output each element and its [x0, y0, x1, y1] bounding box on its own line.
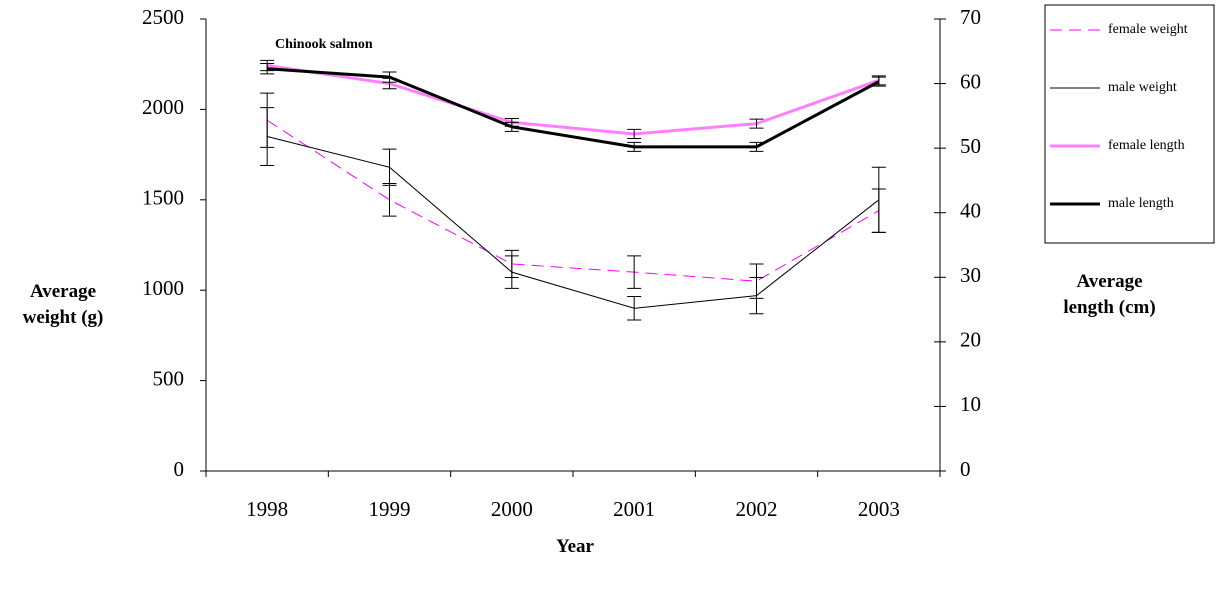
error-bar — [871, 76, 886, 87]
y2-tick-label: 60 — [960, 69, 981, 93]
y2-tick-label: 0 — [960, 457, 971, 481]
error-bar — [871, 166, 886, 233]
legend-label: male weight — [1108, 80, 1177, 95]
x-tick-label: 2003 — [858, 497, 900, 521]
legend-label: female weight — [1108, 22, 1188, 37]
x-tick-label: 1999 — [369, 497, 411, 521]
x-axis-title: Year — [556, 536, 594, 557]
x-tick-label: 1998 — [246, 497, 288, 521]
y-tick-label: 1000 — [142, 276, 184, 300]
y2-axis-title: Average length (cm) — [1063, 271, 1156, 318]
y2-tick-label: 10 — [960, 392, 981, 416]
error-bar — [749, 141, 764, 152]
error-bar — [627, 141, 642, 152]
error-bar — [749, 277, 764, 315]
x-tick-label: 2001 — [613, 497, 655, 521]
series-line — [266, 119, 880, 282]
y-tick-label: 2500 — [142, 5, 184, 29]
y2-tick-label: 40 — [960, 199, 981, 223]
series-line — [267, 136, 880, 309]
x-tick-label: 2000 — [491, 497, 533, 521]
legend-label: female length — [1108, 138, 1185, 153]
error-bar — [260, 63, 275, 75]
error-bar — [627, 255, 642, 289]
error-bar — [382, 148, 397, 186]
error-bar — [627, 128, 642, 139]
error-bar — [382, 183, 397, 217]
error-bar — [260, 107, 275, 166]
y-tick-label: 0 — [174, 457, 185, 481]
y2-tick-label: 30 — [960, 263, 981, 287]
error-bar — [382, 71, 397, 83]
legend-label: male length — [1108, 196, 1174, 211]
error-bar — [504, 255, 519, 289]
x-tick-label: 2002 — [736, 497, 778, 521]
y-tick-label: 2000 — [142, 95, 184, 119]
series-line — [266, 64, 880, 136]
error-bar — [504, 121, 519, 132]
chart-title: Chinook salmon — [275, 37, 373, 52]
error-bar — [627, 296, 642, 321]
y2-tick-label: 70 — [960, 5, 981, 29]
y2-tick-label: 20 — [960, 328, 981, 352]
y2-tick-label: 50 — [960, 134, 981, 158]
series-line — [267, 67, 880, 149]
y-tick-label: 500 — [153, 366, 185, 390]
y-tick-label: 1500 — [142, 186, 184, 210]
y-axis-title: Average weight (g) — [22, 281, 104, 328]
error-bar — [749, 118, 764, 129]
